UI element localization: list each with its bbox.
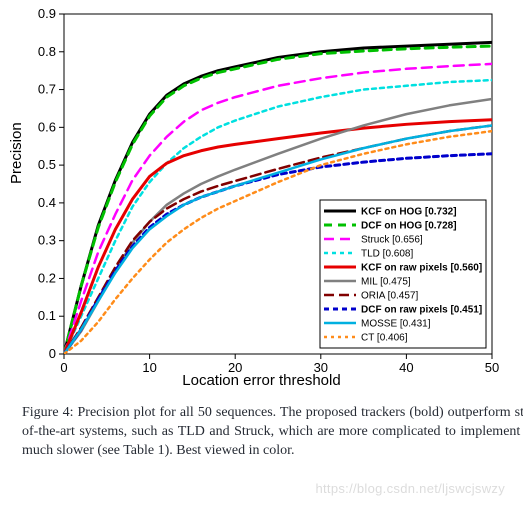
y-axis-label: Precision	[8, 122, 25, 184]
svg-text:0.9: 0.9	[38, 6, 56, 21]
legend-label: CT [0.406]	[361, 333, 408, 344]
legend-label: ORIA [0.457]	[361, 291, 418, 302]
legend-label: Struck [0.656]	[361, 235, 423, 246]
svg-text:0.7: 0.7	[38, 82, 56, 97]
svg-text:0: 0	[49, 346, 56, 361]
legend-label: KCF on HOG [0.732]	[361, 207, 457, 218]
legend: KCF on HOG [0.732] DCF on HOG [0.728] Stru…	[320, 200, 486, 348]
svg-text:0.3: 0.3	[38, 233, 56, 248]
precision-plot: 0102030405000.10.20.30.40.50.60.70.80.9K…	[0, 0, 523, 400]
svg-text:0.8: 0.8	[38, 44, 56, 59]
svg-text:0.4: 0.4	[38, 195, 56, 210]
svg-text:0.2: 0.2	[38, 270, 56, 285]
svg-text:0.5: 0.5	[38, 157, 56, 172]
legend-label: DCF on HOG [0.728]	[361, 221, 457, 232]
legend-label: DCF on raw pixels [0.451]	[361, 305, 482, 316]
svg-text:0.6: 0.6	[38, 119, 56, 134]
legend-label: MIL [0.475]	[361, 277, 411, 288]
legend-label: MOSSE [0.431]	[361, 319, 431, 330]
legend-label: TLD [0.608]	[361, 249, 413, 260]
watermark-text: https://blog.csdn.net/ljswcjswzy	[315, 481, 505, 496]
x-axis-label: Location error threshold	[0, 372, 523, 389]
figure-caption: Figure 4: Precision plot for all 50 sequ…	[0, 404, 523, 461]
svg-text:0.1: 0.1	[38, 308, 56, 323]
legend-label: KCF on raw pixels [0.560]	[361, 263, 482, 274]
